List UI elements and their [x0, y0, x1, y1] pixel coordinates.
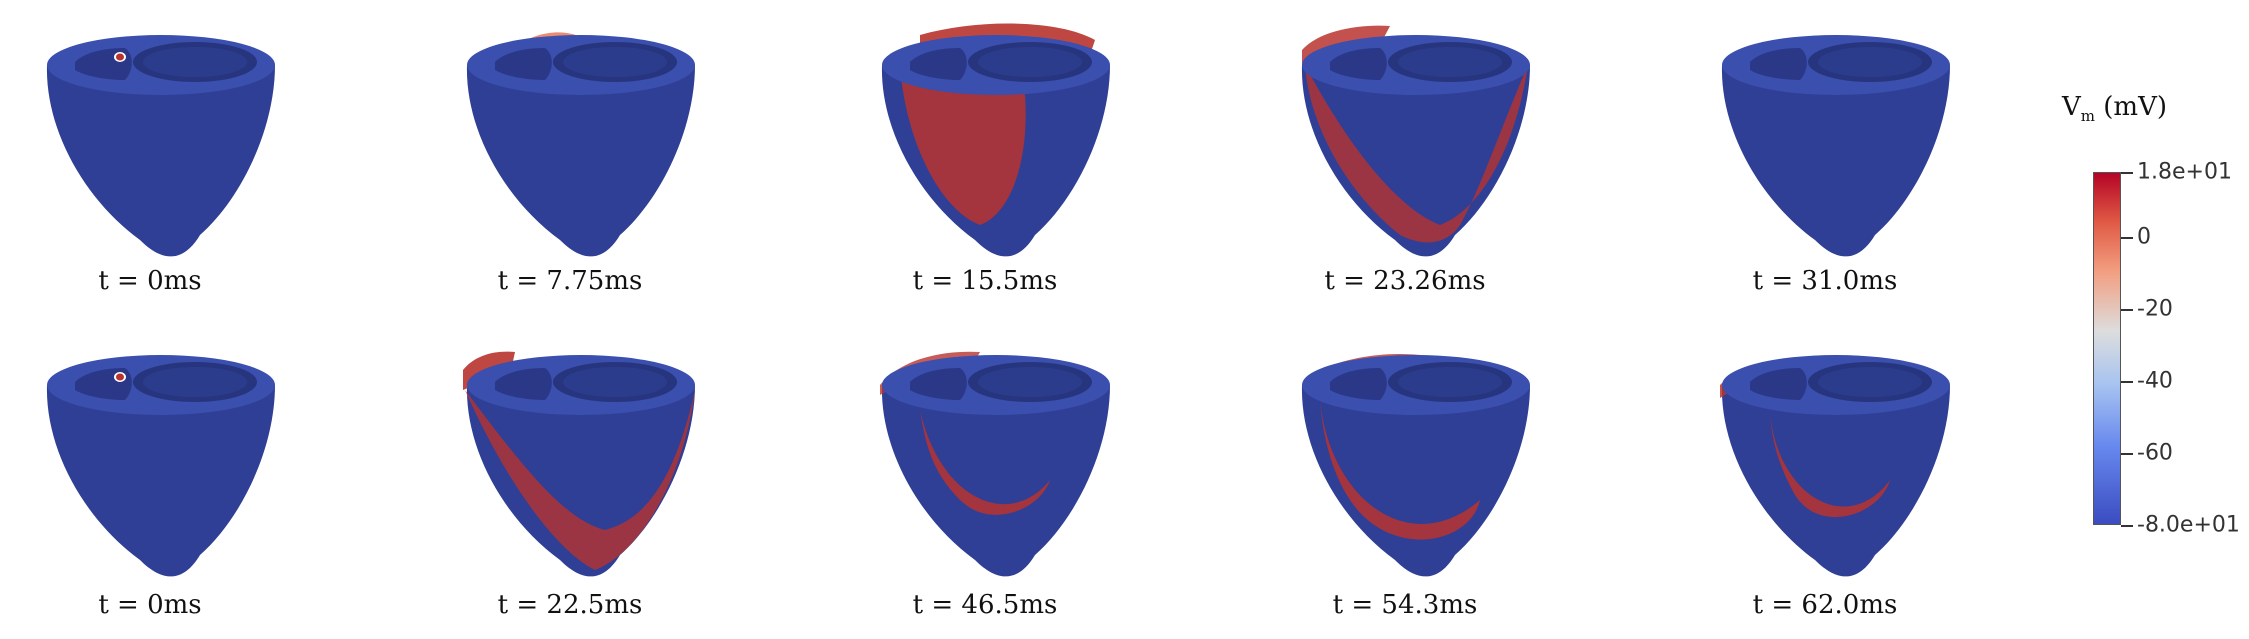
- time-caption: t = 15.5ms: [912, 266, 1058, 296]
- heart-panel-10: [1685, 330, 1985, 630]
- heart-model-svg: [46, 35, 275, 257]
- colorbar: [2093, 172, 2121, 525]
- right-ventricle-cavity: [1750, 48, 1807, 80]
- heart-panel-7: [430, 330, 730, 630]
- heart-panel-1: [10, 10, 310, 310]
- right-ventricle-cavity: [495, 368, 552, 400]
- heart-panel-3: [845, 10, 1145, 310]
- heart-model-svg: [466, 32, 695, 257]
- heart-model-svg: [1301, 354, 1530, 577]
- heart-model-svg: [880, 351, 1110, 577]
- colorbar-title: Vm (mV): [2062, 92, 2167, 126]
- heart-panel-8: [845, 330, 1145, 630]
- colorbar-tick-label: 0: [2137, 224, 2151, 250]
- heart-model-svg: [1301, 25, 1530, 257]
- time-caption: t = 0ms: [98, 590, 202, 620]
- right-ventricle-cavity: [910, 48, 967, 80]
- colorbar-tick-label: -60: [2137, 440, 2173, 466]
- colorbar-tick: [2121, 308, 2133, 311]
- right-ventricle-cavity: [1750, 368, 1807, 400]
- ventricle-body: [466, 65, 695, 257]
- colorbar-tick-label: -40: [2137, 368, 2173, 394]
- heart-panel-2: [430, 10, 730, 310]
- colorbar-tick: [2121, 525, 2133, 527]
- colorbar-tick: [2121, 172, 2133, 174]
- time-caption: t = 0ms: [98, 266, 202, 296]
- ventricle-body: [1721, 65, 1950, 257]
- heart-panel-9: [1265, 330, 1565, 630]
- right-ventricle-cavity: [910, 368, 967, 400]
- right-ventricle-cavity: [1330, 48, 1387, 80]
- heart-panel-4: [1265, 10, 1565, 310]
- heart-model-svg: [46, 355, 275, 577]
- heart-model-svg: [1721, 35, 1950, 257]
- right-ventricle-cavity: [495, 48, 552, 80]
- colorbar-tick: [2121, 236, 2133, 239]
- time-caption: t = 23.26ms: [1324, 266, 1486, 296]
- heart-panel-6: [10, 330, 310, 630]
- ventricle-body: [46, 385, 275, 577]
- right-ventricle-cavity: [1330, 368, 1387, 400]
- time-caption: t = 46.5ms: [912, 590, 1058, 620]
- colorbar-tick: [2121, 380, 2133, 383]
- heart-panel-5: [1685, 10, 1985, 310]
- time-caption: t = 7.75ms: [497, 266, 643, 296]
- colorbar-tick: [2121, 452, 2133, 455]
- ventricle-body: [1301, 65, 1530, 257]
- ventricle-body: [1301, 385, 1530, 577]
- heart-model-svg: [881, 23, 1110, 257]
- heart-model-svg: [1720, 355, 1950, 577]
- time-caption: t = 62.0ms: [1752, 590, 1898, 620]
- ventricle-body: [1721, 385, 1950, 577]
- time-caption: t = 31.0ms: [1752, 266, 1898, 296]
- colorbar-tick-label: -20: [2137, 296, 2173, 322]
- time-caption: t = 22.5ms: [497, 590, 643, 620]
- heart-model-svg: [463, 351, 695, 577]
- time-caption: t = 54.3ms: [1332, 590, 1478, 620]
- ventricle-body: [881, 385, 1110, 577]
- colorbar-tick-label: -8.0e+01: [2137, 512, 2240, 538]
- colorbar-tick-label: 1.8e+01: [2137, 159, 2232, 185]
- ventricle-body: [46, 65, 275, 257]
